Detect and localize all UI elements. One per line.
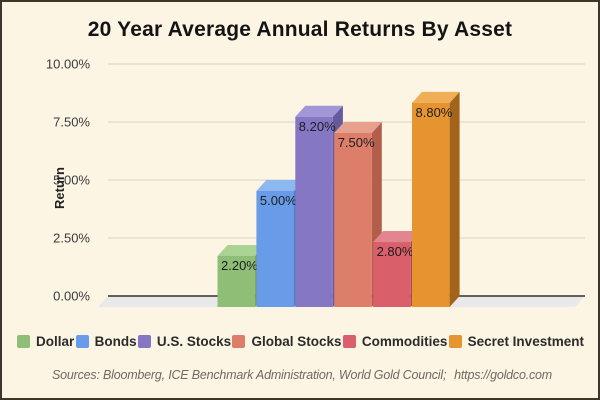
legend-swatch xyxy=(137,335,151,348)
legend-item-commodities: Commodities xyxy=(342,334,448,349)
bar-value-label: 5.00% xyxy=(260,193,297,208)
source-url: https://goldco.com xyxy=(454,368,552,382)
legend-label: Dollar xyxy=(36,334,75,349)
bar-top-face xyxy=(256,180,304,191)
bar-front-face xyxy=(217,255,256,307)
bar-front-face xyxy=(373,242,411,307)
bar-chart-3d: 0.00% 2.50% 5.00% 7.50% 10.00% Return 2.20% 5.0… xyxy=(46,57,585,307)
y-tick-label: 5.00% xyxy=(53,173,90,188)
bar-value-label: 2.20% xyxy=(221,258,258,273)
y-tick-label: 0.00% xyxy=(53,289,90,304)
bar-front-face xyxy=(334,133,372,307)
y-axis-title: Return xyxy=(52,167,67,209)
legend-swatch xyxy=(75,335,89,348)
bar-top-face xyxy=(412,91,460,103)
legend-item-global-stocks: Global Stocks xyxy=(232,334,342,349)
legend-swatch xyxy=(232,335,246,348)
legend-label: Bonds xyxy=(94,334,137,349)
bar-top-face xyxy=(217,244,266,256)
y-tick-label: 10.00% xyxy=(46,57,91,72)
legend-item-bonds: Bonds xyxy=(75,334,137,349)
legend-item-secret-investment: Secret Investment xyxy=(448,334,584,349)
bar-top-face xyxy=(334,122,382,133)
bar-value-label: 2.80% xyxy=(377,244,414,259)
bar-front-face xyxy=(412,102,450,307)
bar-front-face xyxy=(295,116,333,307)
legend-swatch xyxy=(448,335,462,348)
bar-commodities: 2.80% xyxy=(373,231,421,307)
bar-value-label: 8.80% xyxy=(416,105,453,120)
y-tick-label: 7.50% xyxy=(53,115,90,130)
chart-title: 20 Year Average Annual Returns By Asset xyxy=(87,18,513,41)
legend-swatch xyxy=(17,335,30,348)
bar-value-label: 7.50% xyxy=(338,135,375,150)
legend-swatch xyxy=(342,335,356,348)
bar-global-stocks: 7.50% xyxy=(334,122,382,307)
bar-value-label: 8.20% xyxy=(299,119,336,134)
legend-item-dollar: Dollar xyxy=(17,334,74,349)
legend: Dollar Bonds U.S. Stocks Global Stocks Commo… xyxy=(17,334,584,349)
legend-label: Global Stocks xyxy=(251,334,342,349)
bar-top-face xyxy=(373,231,421,243)
bar-top-face xyxy=(295,105,343,117)
footer: Sources: Bloomberg, ICE Benchmark Admini… xyxy=(52,368,552,382)
legend-label: U.S. Stocks xyxy=(156,334,232,349)
legend-label: Commodities xyxy=(361,334,448,349)
bar-secret-investment: 8.80% xyxy=(412,91,460,307)
legend-label: Secret Investment xyxy=(467,334,584,349)
legend-item-u-s-stocks: U.S. Stocks xyxy=(137,334,232,349)
sources-text: Sources: Bloomberg, ICE Benchmark Admini… xyxy=(52,368,447,382)
y-tick-label: 2.50% xyxy=(53,231,90,246)
bar-front-face xyxy=(256,191,294,307)
bar-side-face xyxy=(449,91,460,307)
